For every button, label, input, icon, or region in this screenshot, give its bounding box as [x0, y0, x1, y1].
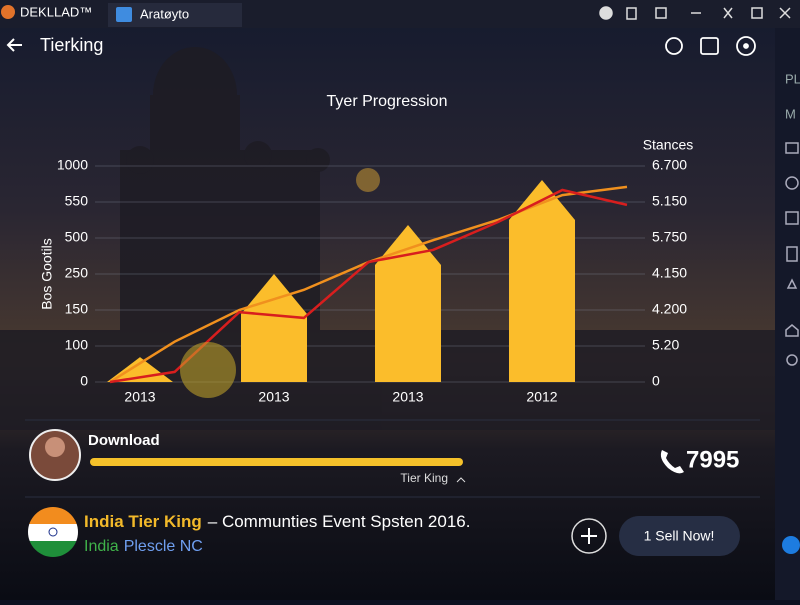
y2-tick-label: 0	[652, 373, 660, 389]
phone-icon	[660, 450, 684, 474]
sell-button-label[interactable]: 1 Sell Now!	[644, 528, 715, 544]
avatar-face	[45, 437, 65, 457]
y-tick-label: 500	[65, 229, 89, 245]
sidebar-label[interactable]: PL	[785, 71, 800, 86]
sidebar	[775, 28, 800, 600]
header-actions[interactable]	[665, 36, 756, 56]
sidebar-icons[interactable]	[785, 142, 799, 366]
chevron[interactable]	[456, 477, 466, 483]
x-tick-label: 2012	[526, 389, 557, 405]
flag	[28, 507, 78, 557]
event-title: India Tier King – Communties Event Spsten…	[84, 512, 470, 531]
sell-button[interactable]	[619, 516, 740, 556]
progress-bar	[90, 458, 463, 466]
event-subtitle: India Plescle NC	[84, 538, 203, 555]
sidebar-label[interactable]: M	[785, 106, 796, 121]
y2-axis-title: Stances	[643, 137, 694, 153]
x-tick-label: 2013	[258, 389, 289, 405]
back-button[interactable]	[6, 38, 22, 52]
y2-tick-label: 4.200	[652, 301, 687, 317]
event-subtitle-a: India	[84, 538, 119, 555]
window-controls[interactable]	[599, 6, 791, 20]
event-highlight: India Tier King	[84, 512, 202, 531]
event-subtitle-b: Plescle NC	[124, 538, 203, 555]
y-tick-label: 100	[65, 337, 89, 353]
y-tick-label: 550	[65, 193, 89, 209]
count: 7995	[686, 446, 739, 473]
card-title: Download	[88, 432, 160, 449]
bar	[509, 180, 575, 382]
bar	[375, 225, 441, 382]
x-tick-label: 2013	[392, 389, 423, 405]
y2-tick-label: 6.700	[652, 157, 687, 173]
bar	[241, 274, 307, 382]
add-icon	[581, 528, 597, 544]
y-tick-label: 250	[65, 265, 89, 281]
x-tick-label: 2013	[124, 389, 155, 405]
y2-tick-label: 5.20	[652, 337, 679, 353]
y-tick-label: 150	[65, 301, 89, 317]
y2-tick-label: 5.750	[652, 229, 687, 245]
y2-tick-label: 4.150	[652, 265, 687, 281]
event-title-rest: – Communties Event Spsten 2016.	[208, 512, 471, 531]
chart: Tyer Progression Bos Gootils Stances 0 10…	[39, 93, 694, 404]
sun	[356, 168, 380, 192]
y2-tick-label: 5.150	[652, 193, 687, 209]
header-title: Tierking	[40, 35, 103, 55]
tab-label[interactable]: Aratøyto	[140, 6, 189, 21]
add-button[interactable]	[571, 518, 607, 554]
tab-icon	[116, 7, 132, 22]
sidebar-badge[interactable]	[782, 536, 800, 554]
y-tick-label: 1000	[57, 157, 88, 173]
tab-label[interactable]: DEKLLAD™	[20, 4, 92, 19]
progress-label: Tier King	[400, 471, 448, 485]
chart-title: Tyer Progression	[327, 93, 448, 110]
y-axis-title: Bos Gootils	[39, 238, 55, 310]
overlay-button[interactable]	[180, 342, 236, 398]
app-icon	[1, 5, 15, 19]
y-tick-label: 0	[80, 373, 88, 389]
